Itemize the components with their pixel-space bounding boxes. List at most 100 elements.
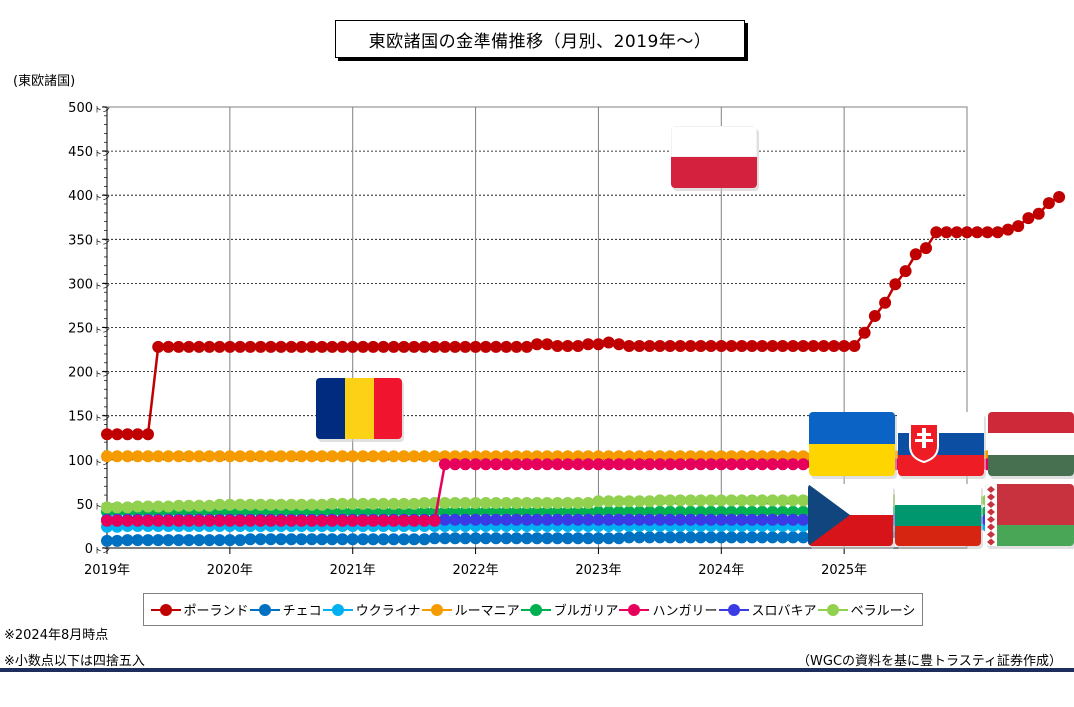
- data-point: [950, 226, 963, 239]
- data-point: [623, 531, 636, 544]
- data-point: [193, 499, 206, 512]
- chart-title: 東欧諸国の金準備推移（月別、2019年〜）: [335, 20, 745, 58]
- romania-flag: [316, 378, 404, 442]
- data-point: [551, 340, 564, 352]
- data-point: [500, 458, 513, 471]
- data-point: [142, 514, 154, 527]
- data-point: [438, 458, 451, 471]
- data-point: [326, 514, 339, 527]
- data-point: [295, 340, 308, 353]
- data-point: [193, 534, 206, 547]
- data-point: [203, 450, 216, 463]
- data-point: [735, 513, 748, 526]
- y-tick-label: 250: [68, 322, 93, 337]
- data-point: [459, 532, 472, 545]
- data-point: [449, 458, 462, 471]
- data-point: [1002, 223, 1014, 236]
- data-point: [346, 514, 359, 527]
- data-point: [131, 428, 144, 441]
- data-point: [715, 458, 728, 471]
- y-tick-unit: トン: [94, 149, 110, 158]
- data-point: [357, 497, 369, 510]
- data-point: [653, 494, 666, 507]
- data-point: [387, 514, 400, 527]
- data-point: [612, 495, 625, 508]
- data-point: [357, 340, 369, 353]
- data-point: [377, 497, 390, 510]
- data-point: [479, 458, 492, 471]
- data-point: [531, 513, 543, 526]
- data-point: [572, 513, 584, 526]
- data-point: [275, 498, 287, 511]
- data-point: [449, 497, 462, 509]
- data-point: [438, 532, 451, 545]
- data-point: [715, 513, 728, 526]
- y-tick-unit: トン: [94, 105, 110, 114]
- data-point: [326, 533, 339, 546]
- data-point: [541, 497, 554, 509]
- data-point: [418, 514, 431, 527]
- legend-label: ブルガリア: [553, 604, 619, 619]
- data-point: [316, 533, 328, 546]
- data-point: [551, 458, 564, 471]
- data-point: [131, 534, 144, 547]
- data-point: [510, 513, 523, 526]
- data-point: [735, 458, 748, 471]
- data-point: [766, 513, 779, 526]
- data-point: [572, 497, 584, 509]
- data-point: [438, 497, 451, 509]
- data-point: [142, 428, 154, 441]
- data-point: [633, 513, 646, 526]
- series-1: [101, 191, 1066, 441]
- data-point: [101, 501, 113, 514]
- data-point: [275, 533, 287, 546]
- data-point: [653, 458, 666, 471]
- data-point: [715, 531, 728, 544]
- data-point: [459, 458, 472, 471]
- data-point: [490, 513, 502, 526]
- data-point: [203, 499, 216, 512]
- data-point: [582, 513, 595, 526]
- data-point: [459, 513, 472, 526]
- data-point: [182, 450, 195, 463]
- data-point: [131, 514, 144, 527]
- legend-swatch: [322, 603, 353, 616]
- data-point: [244, 450, 257, 463]
- data-point: [776, 340, 789, 352]
- data-point: [879, 296, 892, 309]
- data-point: [428, 450, 441, 463]
- data-point: [490, 340, 502, 353]
- data-point: [377, 450, 390, 463]
- y-tick-unit: トン: [94, 414, 110, 423]
- data-point: [213, 498, 226, 511]
- data-point: [357, 514, 369, 527]
- data-point: [172, 514, 185, 527]
- data-point: [397, 533, 410, 546]
- data-point: [725, 458, 738, 471]
- data-point: [561, 497, 574, 509]
- data-point: [572, 532, 584, 545]
- data-point: [612, 458, 625, 471]
- bulgaria-flag: [895, 484, 983, 549]
- data-point: [684, 458, 697, 471]
- data-point: [428, 340, 441, 353]
- data-point: [418, 497, 431, 509]
- data-point: [694, 340, 707, 352]
- data-point: [602, 495, 615, 508]
- data-point: [541, 513, 554, 526]
- data-point: [213, 340, 226, 353]
- data-point: [561, 340, 574, 352]
- data-point: [561, 532, 574, 545]
- data-point: [449, 532, 462, 545]
- data-point: [705, 458, 717, 471]
- data-point: [469, 532, 482, 545]
- data-point: [203, 534, 216, 547]
- note-rounding: ※小数点以下は四捨五入: [4, 654, 145, 669]
- data-point: [643, 458, 656, 471]
- data-point: [223, 340, 236, 353]
- data-point: [264, 450, 277, 463]
- data-point: [684, 513, 697, 526]
- data-point: [101, 450, 113, 463]
- data-point: [674, 458, 687, 471]
